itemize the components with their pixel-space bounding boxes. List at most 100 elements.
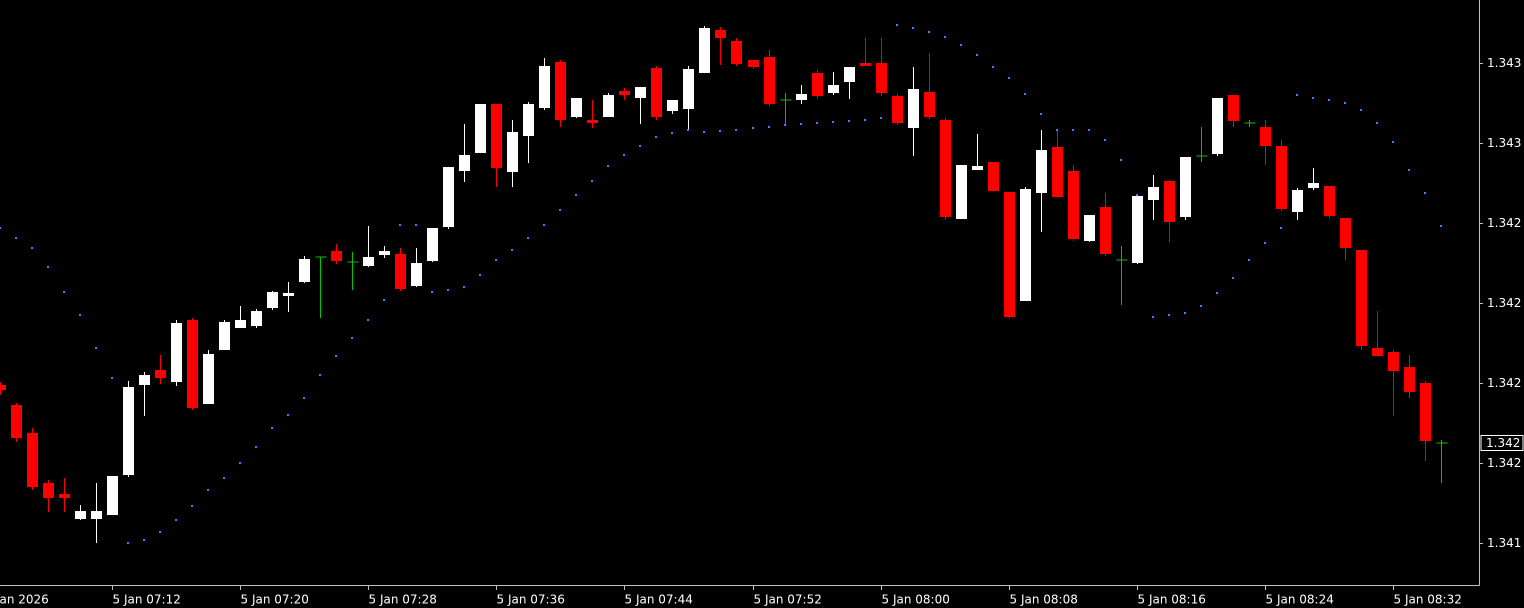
candle-body: [860, 63, 871, 66]
sar-dot: [335, 355, 337, 357]
candle-body: [27, 433, 38, 487]
candle-body: [812, 73, 823, 96]
sar-dot: [816, 122, 818, 124]
sar-dot: [383, 299, 385, 301]
sar-dot: [848, 120, 850, 122]
sar-dot: [1408, 169, 1410, 171]
sar-dot: [527, 237, 529, 239]
sar-dot: [912, 27, 914, 29]
candle-body: [1180, 157, 1191, 217]
candle-body: [828, 85, 839, 93]
candle-body: [219, 322, 230, 350]
candle-body: [619, 91, 630, 95]
sar-dot: [191, 505, 193, 507]
last-price-label: 1.342: [1486, 436, 1520, 450]
candle-body: [443, 167, 454, 227]
sar-dot: [880, 117, 882, 119]
x-tick-label: 5 Jan 07:52: [754, 593, 822, 607]
sar-dot: [1056, 129, 1058, 131]
sar-dot: [127, 542, 129, 544]
candle-body: [635, 87, 646, 98]
x-tick-label: 5 Jan 08:32: [1394, 593, 1462, 607]
x-tick-label: 5 Jan 08:00: [882, 593, 950, 607]
sar-dot: [1168, 314, 1170, 316]
candle-body: [523, 104, 534, 136]
candle-body: [748, 60, 759, 67]
sar-dot: [992, 66, 994, 68]
candle-body: [956, 165, 967, 219]
sar-dot: [1024, 93, 1026, 95]
candle-body: [764, 57, 775, 104]
sar-dot: [479, 274, 481, 276]
sar-dot: [1440, 225, 1442, 227]
sar-dot: [367, 319, 369, 321]
sar-dot: [495, 259, 497, 261]
sar-dot: [944, 36, 946, 38]
candle-body: [1324, 186, 1335, 216]
candle-body: [539, 66, 550, 108]
y-tick-label: 1.341: [1487, 536, 1521, 550]
candle-body: [0, 385, 6, 390]
candle-body: [1212, 98, 1223, 154]
candle-body: [651, 68, 662, 117]
sar-dot: [896, 24, 898, 26]
sar-dot: [1088, 129, 1090, 131]
candle-body: [1404, 367, 1415, 392]
sar-dot: [864, 119, 866, 121]
candle-body: [459, 155, 470, 171]
sar-dot: [1280, 227, 1282, 229]
candle-body: [1004, 192, 1015, 317]
sar-dot: [1296, 94, 1298, 96]
candle-body: [587, 120, 598, 123]
sar-dot: [15, 237, 17, 239]
sar-dot: [399, 224, 401, 226]
y-tick-label: 1.343: [1487, 56, 1521, 70]
candle-body: [715, 30, 726, 38]
x-tick-label: 5 Jan 07:36: [497, 593, 565, 607]
sar-dot: [319, 374, 321, 376]
candle-body: [235, 320, 246, 328]
y-tick-label: 1.342: [1487, 296, 1521, 310]
sar-dot: [784, 124, 786, 126]
sar-dot: [143, 539, 145, 541]
x-tick-label: 5 Jan 07:12: [113, 593, 181, 607]
candle-body: [892, 96, 903, 123]
sar-dot: [463, 286, 465, 288]
sar-dot: [511, 249, 513, 251]
sar-dot: [1376, 122, 1378, 124]
y-tick-label: 1.342: [1487, 216, 1521, 230]
candle-body: [507, 132, 518, 172]
sar-dot: [1040, 113, 1042, 115]
sar-dot: [559, 209, 561, 211]
candle-body: [171, 323, 182, 382]
candle-body: [571, 98, 582, 117]
sar-dot: [415, 224, 417, 226]
sar-dot: [703, 131, 705, 133]
candle-body: [155, 370, 166, 378]
x-tick-label: 5 Jan 07:20: [241, 593, 309, 607]
sar-dot: [0, 227, 1, 229]
candle-body: [331, 251, 342, 261]
sar-dot: [431, 291, 433, 293]
candle-body: [1148, 187, 1159, 200]
sar-dot: [1136, 194, 1138, 196]
candle-body: [251, 311, 262, 326]
sar-dot: [575, 194, 577, 196]
candle-body: [1388, 352, 1399, 371]
sar-dot: [1216, 292, 1218, 294]
sar-dot: [543, 224, 545, 226]
candle-body: [603, 95, 614, 117]
sar-dot: [752, 127, 754, 129]
sar-dot: [832, 121, 834, 123]
candle-body: [555, 62, 566, 120]
candle-body: [908, 89, 919, 128]
sar-dot: [607, 165, 609, 167]
sar-dot: [671, 132, 673, 134]
candle-body: [1052, 147, 1063, 197]
candle-body: [1260, 127, 1271, 146]
y-tick-label: 1.343: [1487, 136, 1521, 150]
sar-dot: [47, 266, 49, 268]
candle-body: [972, 166, 983, 170]
sar-dot: [639, 145, 641, 147]
